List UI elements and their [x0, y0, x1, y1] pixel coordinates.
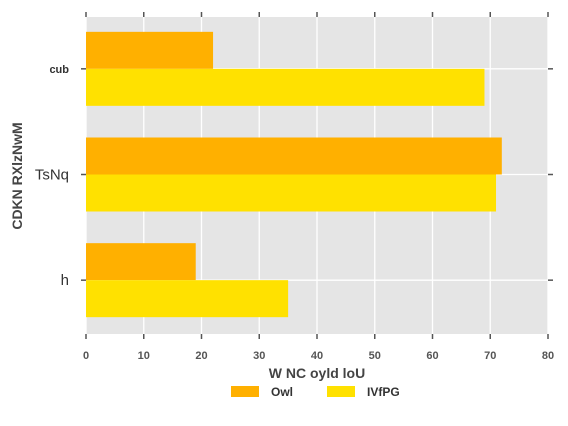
category-label: h [61, 272, 69, 289]
legend-swatch-ivfpg [327, 386, 355, 397]
bars [86, 31, 502, 318]
x-tick-label: 80 [542, 350, 554, 362]
x-tick-label: 50 [369, 350, 381, 362]
bar-owl-tsnq [86, 137, 502, 175]
bar-ivfpg-tsnq [86, 174, 497, 212]
y-axis-title: CDKN RXlzNwM [9, 122, 25, 229]
bar-ivfpg-h [86, 280, 289, 318]
bar-owl-h [86, 243, 196, 281]
category-label: cub [49, 64, 69, 76]
category-label: TsNq [35, 167, 69, 184]
legend: Owl IVfPG [231, 385, 400, 399]
legend-label-ivfpg: IVfPG [367, 385, 400, 399]
legend-label-owl: Owl [271, 385, 293, 399]
x-tick-label: 40 [311, 350, 323, 362]
category-labels: cub TsNq h [35, 64, 69, 289]
x-tick-label: 10 [138, 350, 150, 362]
x-tick-label: 20 [195, 350, 207, 362]
x-axis-title: W NC oyld loU [269, 365, 365, 381]
bar-ivfpg-cub [86, 68, 485, 106]
legend-swatch-owl [231, 386, 259, 397]
x-tick-label: 70 [484, 350, 496, 362]
bar-owl-cub [86, 31, 214, 69]
tick-marks [81, 12, 553, 339]
x-tick-label: 0 [83, 350, 89, 362]
x-tick-labels: 0 10 20 30 40 50 60 70 80 [83, 350, 554, 362]
x-tick-label: 60 [426, 350, 438, 362]
x-tick-label: 30 [253, 350, 265, 362]
